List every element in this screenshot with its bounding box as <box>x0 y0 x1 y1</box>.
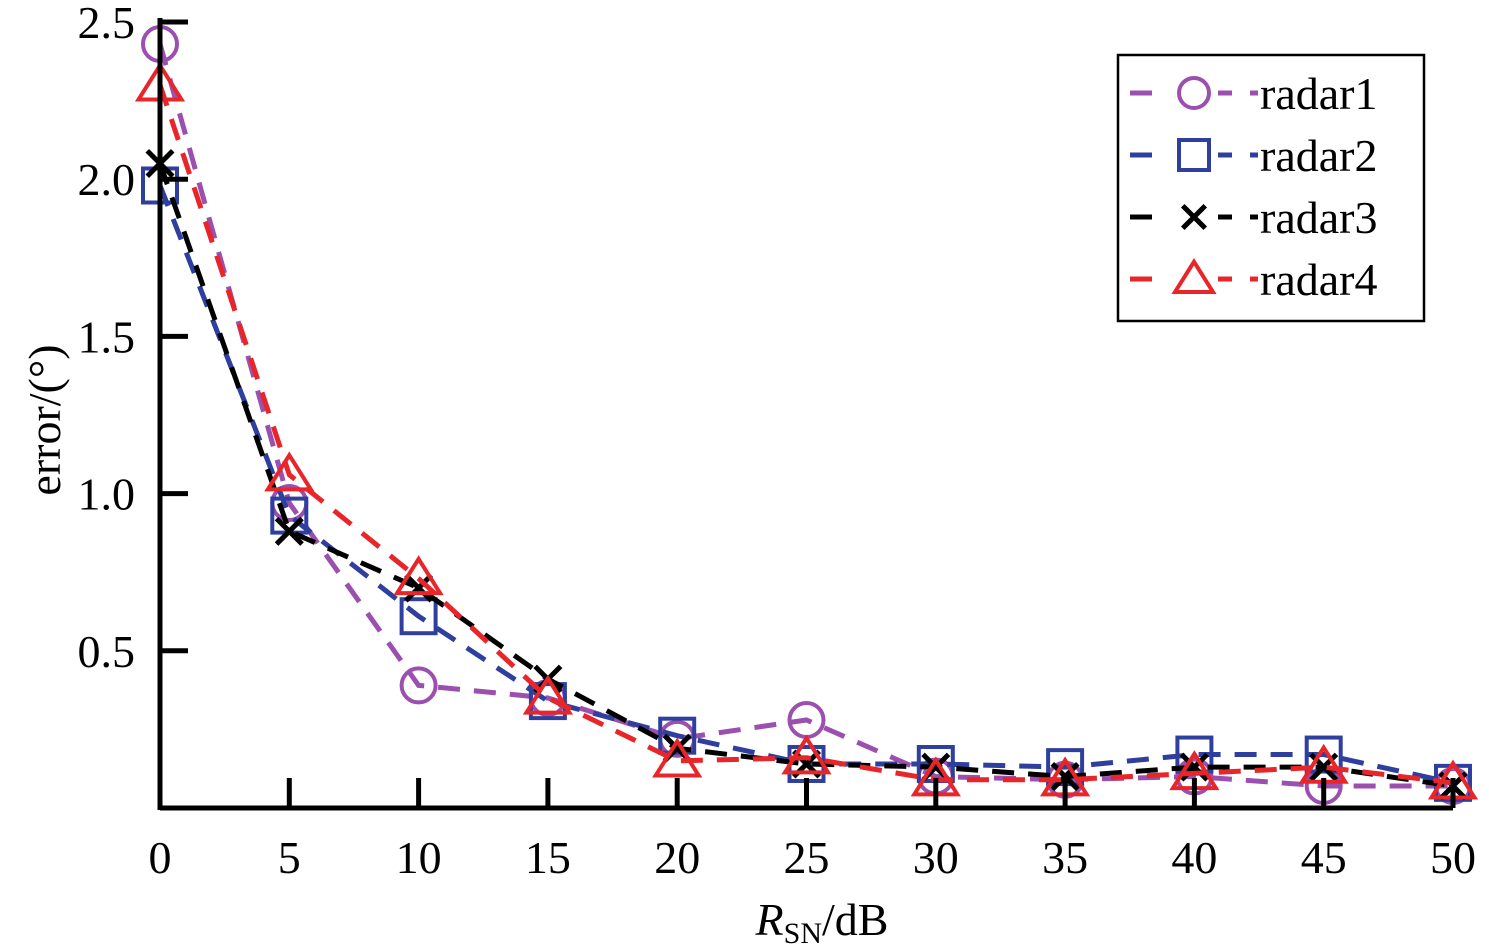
data-point <box>399 597 438 636</box>
legend-label: radar2 <box>1260 130 1377 181</box>
series-radar3 <box>145 148 1468 801</box>
legend-entry-radar1: radar1 <box>1130 68 1377 119</box>
triangle-marker-shape <box>393 555 444 596</box>
series-line <box>157 43 1453 789</box>
data-point <box>781 734 832 775</box>
data-point <box>652 737 703 778</box>
y-axis-title: error/(°) <box>19 344 70 495</box>
x-axis-title-main: R <box>755 894 784 945</box>
square-marker-shape <box>658 716 697 755</box>
triangle-marker-shape <box>781 734 832 775</box>
legend-label: radar3 <box>1260 192 1377 243</box>
x-axis-title-unit: /dB <box>822 894 888 945</box>
y-tick-label: 0.5 <box>78 626 136 677</box>
legend-box <box>1116 53 1426 323</box>
y-tick-label: 2.0 <box>78 154 136 205</box>
x-tick-label: 25 <box>784 832 830 883</box>
x-tick-label: 20 <box>654 832 700 883</box>
data-point <box>393 555 444 596</box>
data-point <box>1304 735 1343 774</box>
triangle-marker-shape <box>264 451 315 492</box>
x-tick-label: 35 <box>1042 832 1088 883</box>
legend-entry-radar3: radar3 <box>1130 192 1377 243</box>
square-marker-shape <box>528 682 567 721</box>
legend-entry-radar2: radar2 <box>1130 130 1377 181</box>
legend-marker <box>1171 257 1217 294</box>
square-marker-shape <box>399 597 438 636</box>
y-tick-label: 1.0 <box>78 469 136 520</box>
legend-label: radar4 <box>1260 254 1377 305</box>
square-marker-shape <box>1177 138 1211 172</box>
legend-label: radar1 <box>1260 68 1377 119</box>
x-axis-title-sub: SN <box>784 917 822 950</box>
data-point <box>528 682 567 721</box>
legend-marker <box>1180 203 1208 231</box>
square-marker-shape <box>1304 735 1343 774</box>
y-tick-label: 2.5 <box>78 0 136 48</box>
x-marker-stroke <box>1050 762 1080 792</box>
legend-marker <box>1177 138 1211 172</box>
x-marker-stroke <box>404 573 434 603</box>
x-tick-label: 15 <box>525 832 571 883</box>
series-line <box>157 84 1454 786</box>
x-tick-label: 5 <box>278 832 301 883</box>
axes: 0 5 10 15 20 25 30 35 40 45 50 0.5 1.0 1.5 2.0 2.5 <box>78 0 1477 883</box>
data-point <box>274 516 304 546</box>
circle-marker-shape <box>1177 76 1211 110</box>
series-line <box>157 162 1454 789</box>
x-tick-label: 45 <box>1301 832 1347 883</box>
legend-entry-radar4: radar4 <box>1130 254 1377 305</box>
triangle-marker-shape <box>522 674 574 715</box>
x-tick-label: 10 <box>396 832 442 883</box>
x-marker-stroke <box>1180 203 1208 231</box>
data-point <box>404 573 434 603</box>
legend-marker <box>1177 76 1211 110</box>
data-point <box>1050 762 1080 792</box>
y-tick-label: 1.5 <box>78 311 136 362</box>
x-tick-label: 40 <box>1171 832 1217 883</box>
data-point <box>658 716 697 755</box>
x-tick-label: 30 <box>913 832 959 883</box>
x-axis-title: RSN/dB <box>755 894 889 950</box>
triangle-marker-shape <box>1171 257 1217 294</box>
data-point <box>399 666 438 705</box>
data-point <box>264 451 315 492</box>
triangle-marker-shape <box>652 737 703 778</box>
circle-marker-shape <box>399 666 438 705</box>
x-tick-label: 0 <box>149 832 172 883</box>
x-tick-label: 50 <box>1430 832 1476 883</box>
data-point <box>522 674 574 715</box>
x-marker-stroke <box>274 516 304 546</box>
legend: radar1 radar2 radar3 radar4 <box>1116 53 1426 323</box>
